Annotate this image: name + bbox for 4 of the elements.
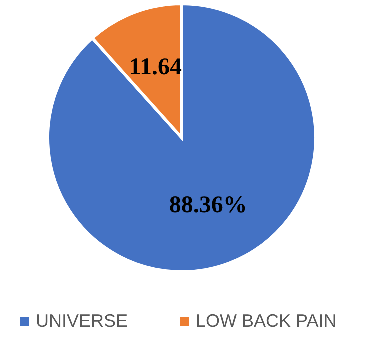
legend-label: LOW BACK PAIN xyxy=(196,310,337,331)
pie-slice xyxy=(46,2,318,274)
data-label: 88.36% xyxy=(169,192,248,218)
legend-label: UNIVERSE xyxy=(36,310,128,331)
